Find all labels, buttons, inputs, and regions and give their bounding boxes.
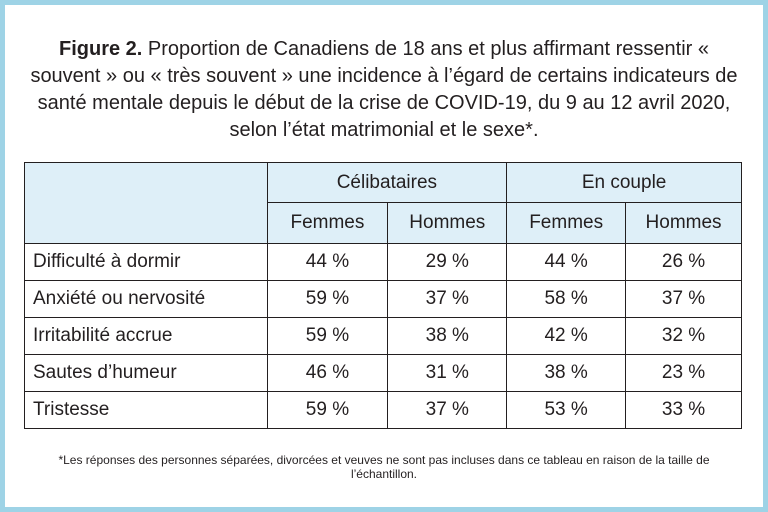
value-cell: 32 % (625, 317, 742, 355)
row-label: Sautes d’humeur (24, 354, 268, 392)
table-row: Sautes d’humeur 46 % 31 % 38 % 23 % (24, 354, 742, 392)
value-cell: 44 % (506, 243, 627, 281)
value-cell: 44 % (266, 243, 389, 281)
value-cell: 46 % (266, 354, 389, 392)
subheader-cell: Femmes (266, 202, 389, 244)
value-cell: 59 % (266, 317, 389, 355)
value-cell: 23 % (625, 354, 742, 392)
figure-label: Figure 2. (59, 38, 143, 60)
row-label: Anxiété ou nervosité (24, 280, 268, 318)
table-row: Irritabilité accrue 59 % 38 % 42 % 32 % (24, 317, 742, 355)
subheader-cell: Hommes (625, 202, 742, 244)
value-cell: 58 % (506, 280, 627, 318)
figure-title-text: Proportion de Canadiens de 18 ans et plu… (30, 38, 738, 141)
value-cell: 33 % (625, 391, 742, 429)
group-header-celibataires: Célibataires (266, 162, 508, 203)
table-row: Tristesse 59 % 37 % 53 % 33 % (24, 391, 742, 429)
group-header-en-couple: En couple (506, 162, 742, 203)
footnote: *Les réponses des personnes séparées, di… (58, 453, 710, 481)
row-label: Irritabilité accrue (24, 317, 268, 355)
value-cell: 42 % (506, 317, 627, 355)
data-table: Célibataires En couple Femmes Hommes Fem… (24, 162, 742, 429)
value-cell: 59 % (266, 280, 389, 318)
subheader-cell: Hommes (387, 202, 508, 244)
subheader-cell: Femmes (506, 202, 627, 244)
table-row: Difficulté à dormir 44 % 29 % 44 % 26 % (24, 243, 742, 281)
value-cell: 38 % (506, 354, 627, 392)
row-label: Difficulté à dormir (24, 243, 268, 281)
value-cell: 37 % (387, 391, 508, 429)
value-cell: 53 % (506, 391, 627, 429)
value-cell: 37 % (625, 280, 742, 318)
value-cell: 26 % (625, 243, 742, 281)
corner-header-cell (24, 162, 268, 244)
value-cell: 38 % (387, 317, 508, 355)
value-cell: 59 % (266, 391, 389, 429)
value-cell: 37 % (387, 280, 508, 318)
row-label: Tristesse (24, 391, 268, 429)
value-cell: 29 % (387, 243, 508, 281)
value-cell: 31 % (387, 354, 508, 392)
figure-title: Figure 2. Proportion de Canadiens de 18 … (24, 36, 744, 144)
table-row: Anxiété ou nervosité 59 % 37 % 58 % 37 % (24, 280, 742, 318)
